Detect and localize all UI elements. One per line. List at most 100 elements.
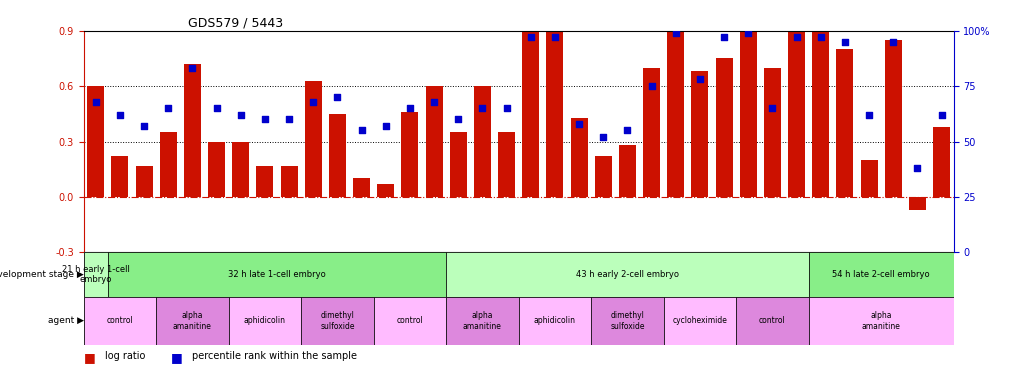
Bar xyxy=(280,165,298,197)
Bar xyxy=(232,141,249,197)
Text: dimethyl
sulfoxide: dimethyl sulfoxide xyxy=(320,311,355,331)
Bar xyxy=(136,165,153,197)
Bar xyxy=(932,127,949,197)
Point xyxy=(619,128,635,134)
Point xyxy=(788,34,804,40)
Point xyxy=(546,34,562,40)
Bar xyxy=(908,197,925,210)
Point xyxy=(571,121,587,127)
Point xyxy=(449,116,466,122)
Bar xyxy=(570,117,587,197)
Bar xyxy=(256,165,273,197)
Bar xyxy=(546,21,562,197)
Bar xyxy=(763,68,781,197)
Bar xyxy=(377,184,393,197)
Point xyxy=(932,112,949,118)
Bar xyxy=(522,21,539,197)
Point xyxy=(160,105,176,111)
Point xyxy=(305,99,321,105)
Text: control: control xyxy=(106,316,133,326)
Text: control: control xyxy=(758,316,785,326)
Text: ■: ■ xyxy=(84,351,96,364)
Point xyxy=(377,123,393,129)
Bar xyxy=(449,132,467,197)
Point xyxy=(763,105,780,111)
Bar xyxy=(591,297,663,345)
Point xyxy=(836,39,852,45)
Bar xyxy=(474,86,490,197)
Bar xyxy=(401,112,418,197)
Point xyxy=(884,39,901,45)
Point xyxy=(280,116,297,122)
Text: GDS579 / 5443: GDS579 / 5443 xyxy=(187,16,283,30)
Point xyxy=(232,112,249,118)
Bar xyxy=(84,252,108,297)
Bar xyxy=(425,86,442,197)
Text: aphidicolin: aphidicolin xyxy=(533,316,576,326)
Bar xyxy=(445,252,808,297)
Point xyxy=(498,105,515,111)
Point xyxy=(112,112,128,118)
Bar xyxy=(836,49,853,197)
Point xyxy=(401,105,418,111)
Text: 54 h late 2-cell embryo: 54 h late 2-cell embryo xyxy=(832,270,929,279)
Text: agent ▶: agent ▶ xyxy=(48,316,84,326)
Point xyxy=(667,30,684,36)
Text: alpha
amanitine: alpha amanitine xyxy=(173,311,212,331)
Bar xyxy=(619,145,635,197)
Bar xyxy=(111,156,128,197)
Point xyxy=(908,165,924,171)
Text: ■: ■ xyxy=(170,351,182,364)
Point xyxy=(208,105,224,111)
Bar xyxy=(108,252,445,297)
Text: cycloheximide: cycloheximide xyxy=(672,316,727,326)
Text: control: control xyxy=(396,316,423,326)
Point xyxy=(812,34,828,40)
Bar xyxy=(860,160,876,197)
Point xyxy=(715,34,732,40)
Point xyxy=(426,99,442,105)
Point xyxy=(474,105,490,111)
Text: dimethyl
sulfoxide: dimethyl sulfoxide xyxy=(609,311,644,331)
Bar xyxy=(445,297,519,345)
Text: alpha
amanitine: alpha amanitine xyxy=(463,311,501,331)
Bar xyxy=(663,297,736,345)
Point xyxy=(522,34,538,40)
Bar xyxy=(160,132,176,197)
Bar xyxy=(497,132,515,197)
Point xyxy=(740,30,756,36)
Bar xyxy=(373,297,445,345)
Point xyxy=(860,112,876,118)
Bar xyxy=(84,297,156,345)
Bar xyxy=(643,68,659,197)
Bar xyxy=(808,252,953,297)
Bar xyxy=(156,297,228,345)
Text: 32 h late 1-cell embryo: 32 h late 1-cell embryo xyxy=(228,270,325,279)
Bar xyxy=(353,178,370,197)
Point xyxy=(329,94,345,100)
Text: development stage ▶: development stage ▶ xyxy=(0,270,84,279)
Bar xyxy=(811,31,828,197)
Point xyxy=(184,65,201,71)
Point xyxy=(353,128,369,134)
Bar xyxy=(328,114,345,197)
Bar xyxy=(305,81,321,197)
Bar xyxy=(788,21,804,197)
Bar xyxy=(183,64,201,197)
Bar xyxy=(666,12,684,197)
Bar xyxy=(739,31,756,197)
Point xyxy=(88,99,104,105)
Point xyxy=(643,83,659,89)
Bar xyxy=(808,297,953,345)
Bar xyxy=(715,58,732,197)
Text: alpha
amanitine: alpha amanitine xyxy=(861,311,900,331)
Bar xyxy=(691,71,708,197)
Bar xyxy=(88,86,104,197)
Bar xyxy=(519,297,591,345)
Point xyxy=(257,116,273,122)
Text: aphidicolin: aphidicolin xyxy=(244,316,285,326)
Bar xyxy=(594,156,611,197)
Point xyxy=(691,76,707,82)
Bar xyxy=(301,297,373,345)
Bar xyxy=(736,297,808,345)
